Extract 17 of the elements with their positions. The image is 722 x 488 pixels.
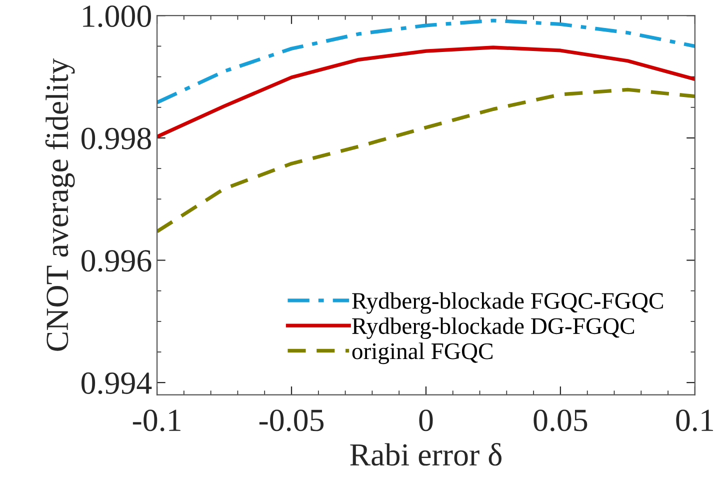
- x-tick-label: -0.1: [132, 410, 180, 432]
- x-tick-label: 0.1: [676, 410, 713, 432]
- line-series: [157, 46, 695, 139]
- x-tick-label: 0.05: [534, 410, 588, 432]
- x-axis-title: Rabi error δ: [350, 443, 502, 466]
- y-tick-label: 0.994: [82, 372, 152, 394]
- x-tick-label: 0: [419, 410, 433, 432]
- y-tick-label: 1.000: [83, 5, 151, 28]
- y-tick-label: 0.996: [82, 250, 152, 272]
- y-tick-label: 0.998: [82, 128, 151, 150]
- line-series: [157, 88, 695, 234]
- y-axis-title: CNOT average fidelity: [45, 58, 75, 351]
- x-tick-label: -0.05: [259, 410, 324, 432]
- legend-label: original FGQC: [352, 342, 492, 364]
- line-series: [157, 18, 695, 104]
- legend-label: Rydberg-blockade DG-FGQC: [352, 317, 634, 339]
- legend-label: Rydberg-blockade FGQC-FGQC: [352, 292, 663, 314]
